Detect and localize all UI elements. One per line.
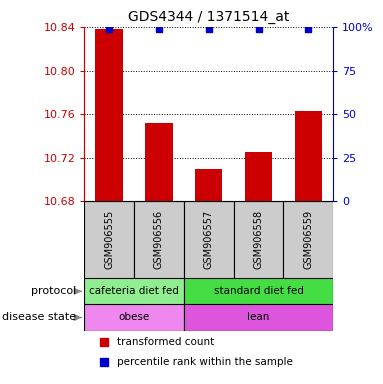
Text: transformed count: transformed count xyxy=(117,337,214,347)
Bar xyxy=(195,169,223,202)
Bar xyxy=(184,202,234,278)
Bar xyxy=(84,202,134,278)
Text: GSM906559: GSM906559 xyxy=(303,210,313,270)
Text: disease state: disease state xyxy=(2,313,77,323)
Bar xyxy=(184,305,333,331)
Bar xyxy=(84,305,184,331)
Text: GSM906556: GSM906556 xyxy=(154,210,164,270)
Bar xyxy=(95,29,123,202)
Bar xyxy=(245,152,272,202)
Text: obese: obese xyxy=(118,313,150,323)
Bar xyxy=(234,202,283,278)
Text: cafeteria diet fed: cafeteria diet fed xyxy=(89,286,179,296)
Title: GDS4344 / 1371514_at: GDS4344 / 1371514_at xyxy=(128,10,290,25)
Bar xyxy=(283,202,333,278)
Text: standard diet fed: standard diet fed xyxy=(214,286,303,296)
Text: GSM906558: GSM906558 xyxy=(254,210,264,270)
Text: lean: lean xyxy=(247,313,270,323)
Text: protocol: protocol xyxy=(31,286,77,296)
Text: GSM906555: GSM906555 xyxy=(104,210,114,270)
Text: GSM906557: GSM906557 xyxy=(204,210,214,270)
Bar xyxy=(145,123,173,202)
Bar xyxy=(134,202,184,278)
Bar xyxy=(295,111,322,202)
Bar xyxy=(184,278,333,305)
Bar xyxy=(84,278,184,305)
Text: percentile rank within the sample: percentile rank within the sample xyxy=(117,357,293,367)
